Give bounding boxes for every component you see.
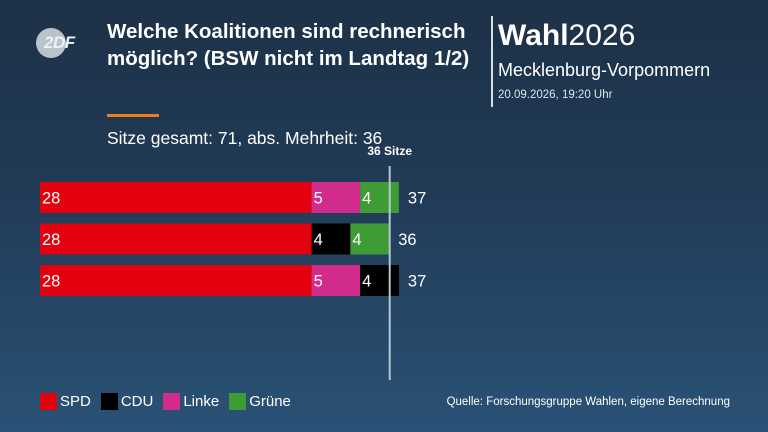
legend-swatch-linke <box>163 393 181 410</box>
legend-swatch-cdu <box>100 393 118 410</box>
legend-item-cdu: CDU <box>100 393 154 410</box>
header-divider <box>491 16 493 107</box>
row-total-label: 37 <box>408 273 426 291</box>
chart-title: Welche Koalitionen sind rechnerisch mögl… <box>107 20 470 70</box>
brand-wahl: Wahl <box>498 19 569 52</box>
legend-item-linke: Linke <box>163 393 219 410</box>
segment-value-label: 4 <box>314 231 323 249</box>
bar-segment-gruene <box>350 223 390 255</box>
legend: SPD CDU Linke Grüne <box>40 393 301 410</box>
segment-value-label: 4 <box>362 190 371 208</box>
bar-segment-cdu <box>311 223 351 255</box>
source-note: Quelle: Forschungsgruppe Wahlen, eigene … <box>446 396 730 408</box>
brand-title: Wahl2026 <box>498 19 635 53</box>
segment-value-label: 28 <box>42 190 60 208</box>
legend-swatch-spd <box>40 393 57 410</box>
legend-swatch-gruene <box>229 393 247 410</box>
bar-segment-spd <box>40 265 312 296</box>
legend-label-spd: SPD <box>60 393 91 410</box>
legend-label-linke: Linke <box>183 393 220 410</box>
segment-value-label: 28 <box>42 273 60 291</box>
legend-label-gruene: Grüne <box>249 393 291 410</box>
region-name: Mecklenburg-Vorpommern <box>498 60 711 80</box>
bar-segment-spd <box>40 182 312 213</box>
bar-segment-linke <box>311 265 361 296</box>
row-total-label: 37 <box>408 190 426 208</box>
legend-item-gruene: Grüne <box>229 393 291 410</box>
timestamp: 20.09.2026, 19:20 Uhr <box>498 89 613 101</box>
segment-value-label: 4 <box>362 273 371 291</box>
segment-value-label: 4 <box>352 231 361 249</box>
legend-item-spd: SPD <box>40 393 91 410</box>
segment-value-label: 5 <box>314 273 323 291</box>
row-total-label: 36 <box>398 231 416 249</box>
zdf-logo-circle <box>36 28 66 58</box>
segment-value-label: 28 <box>42 231 60 249</box>
brand-year: 2026 <box>568 19 636 52</box>
bar-segment-spd <box>40 223 312 255</box>
bar-segment-cdu <box>360 265 399 296</box>
bar-segment-gruene <box>360 182 399 213</box>
legend-label-cdu: CDU <box>120 393 154 410</box>
bar-segment-linke <box>311 182 361 213</box>
segment-value-label: 5 <box>314 190 323 208</box>
majority-threshold-label: 36 Sitze <box>367 144 412 158</box>
chart-subtitle: Sitze gesamt: 71, abs. Mehrheit: 36 <box>107 128 383 148</box>
title-accent-line <box>107 114 159 117</box>
zdf-logo-text: 2DF <box>44 33 75 52</box>
